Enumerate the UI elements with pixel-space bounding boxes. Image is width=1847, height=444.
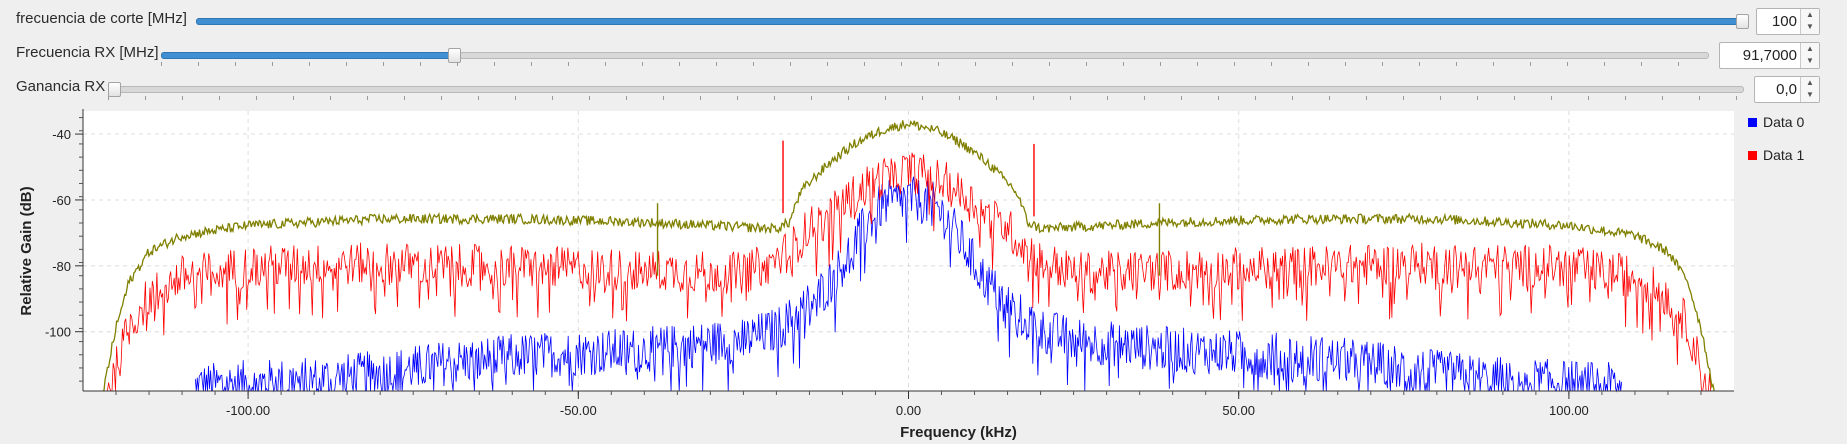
x-axis-label: Frequency (kHz): [900, 424, 1017, 441]
slider-handle[interactable]: [108, 82, 121, 97]
rx-frequency-spinbox[interactable]: 91,7000 ▲ ▼: [1719, 42, 1820, 69]
slider-handle[interactable]: [1736, 14, 1749, 29]
legend-swatch-data1: [1748, 151, 1757, 160]
series-line-0: [194, 176, 1623, 393]
slider-ticks: [108, 96, 1744, 100]
legend-item-data1[interactable]: Data 1: [1748, 147, 1804, 163]
rx-frequency-slider[interactable]: [161, 45, 1709, 67]
rx-gain-slider[interactable]: [108, 79, 1744, 101]
spin-up-icon[interactable]: ▲: [1806, 44, 1814, 53]
x-tick-label: 100.00: [1549, 403, 1589, 418]
spin-down-icon[interactable]: ▼: [1806, 22, 1814, 31]
legend-item-data0[interactable]: Data 0: [1748, 114, 1804, 130]
y-tick-label: -60: [52, 193, 71, 208]
x-tick-label: 0.00: [896, 403, 921, 418]
y-tick-label: -80: [52, 259, 71, 274]
slider-ticks: [161, 62, 1709, 66]
rx-gain-spinbox[interactable]: 0,0 ▲ ▼: [1754, 76, 1820, 103]
x-tick-label: -100.00: [226, 403, 270, 418]
spin-arrows[interactable]: ▲ ▼: [1800, 43, 1819, 68]
series-line-2: [102, 120, 1715, 392]
spin-up-icon[interactable]: ▲: [1806, 78, 1814, 87]
rx-frequency-value: 91,7000: [1742, 47, 1797, 64]
spin-down-icon[interactable]: ▼: [1806, 56, 1814, 65]
rx-gain-value: 0,0: [1776, 81, 1797, 98]
cutoff-spinbox[interactable]: 100 ▲ ▼: [1756, 8, 1820, 35]
spin-arrows[interactable]: ▲ ▼: [1800, 9, 1819, 34]
cutoff-label: frecuencia de corte [MHz]: [16, 10, 187, 27]
x-tick-label: -50.00: [560, 403, 597, 418]
legend-label-data1: Data 1: [1763, 147, 1805, 163]
slider-fill: [161, 52, 455, 59]
cutoff-value: 100: [1771, 13, 1797, 30]
rx-gain-label: Ganancia RX: [16, 78, 106, 95]
slider-groove: [108, 86, 1744, 93]
slider-handle[interactable]: [448, 48, 462, 63]
control-row-rx-frequency: Frecuencia RX [MHz] 91,7000 ▲ ▼: [0, 39, 1847, 69]
spin-up-icon[interactable]: ▲: [1806, 10, 1814, 19]
series-line-1: [102, 152, 1715, 392]
legend-label-data0: Data 0: [1763, 114, 1805, 130]
control-row-cutoff: frecuencia de corte [MHz] 100 ▲ ▼: [0, 5, 1847, 35]
y-tick-label: -40: [52, 127, 71, 142]
x-tick-label: 50.00: [1222, 403, 1255, 418]
cutoff-slider[interactable]: [196, 11, 1749, 33]
frequency-plot[interactable]: -100.00 -50.00 0.00 50.00 100.00 -40 -60 -80 -10…: [0, 104, 1740, 444]
slider-fill: [196, 18, 1742, 25]
y-tick-label: -100: [45, 325, 71, 340]
spin-down-icon[interactable]: ▼: [1806, 90, 1814, 99]
spin-arrows[interactable]: ▲ ▼: [1800, 77, 1819, 102]
control-row-rx-gain: Ganancia RX 0,0 ▲ ▼: [0, 73, 1847, 103]
rx-frequency-label: Frecuencia RX [MHz]: [16, 44, 159, 61]
legend-swatch-data0: [1748, 118, 1757, 127]
y-axis-label: Relative Gain (dB): [18, 186, 35, 315]
